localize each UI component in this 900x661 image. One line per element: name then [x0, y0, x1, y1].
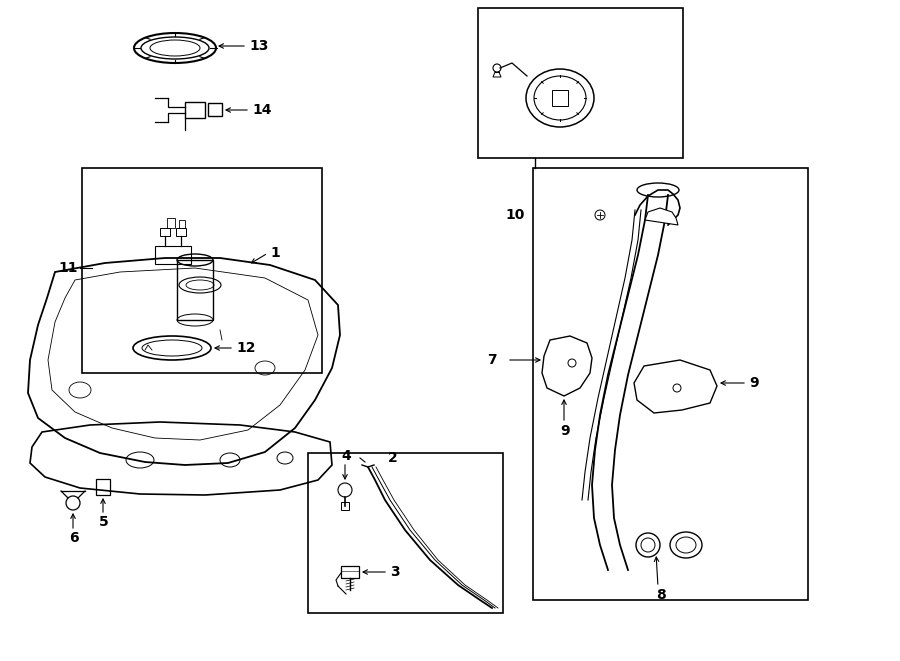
Bar	[533, 168, 808, 600]
Text: 7: 7	[488, 353, 497, 367]
Bar	[177, 260, 213, 320]
Bar	[208, 103, 222, 116]
Bar	[341, 566, 359, 578]
Bar	[160, 228, 170, 236]
Bar	[308, 453, 503, 613]
Text: 2: 2	[388, 451, 398, 465]
Text: 13: 13	[249, 39, 268, 53]
Bar	[155, 246, 191, 264]
Text: 4: 4	[341, 449, 351, 463]
Text: 10: 10	[505, 208, 525, 222]
Text: 11: 11	[58, 261, 77, 275]
Bar	[341, 502, 349, 510]
Text: 5: 5	[99, 515, 109, 529]
Text: 9: 9	[560, 424, 570, 438]
Text: 9: 9	[749, 376, 759, 390]
Bar	[552, 90, 568, 106]
Bar	[167, 218, 175, 228]
Text: 8: 8	[656, 588, 666, 602]
Bar	[185, 102, 205, 118]
Bar	[179, 220, 185, 228]
Bar	[96, 479, 110, 495]
Bar	[176, 228, 186, 236]
Text: 12: 12	[236, 341, 256, 355]
Text: 3: 3	[390, 565, 400, 579]
Bar	[82, 168, 322, 373]
Bar	[478, 8, 683, 158]
Text: 1: 1	[270, 246, 280, 260]
Text: 14: 14	[252, 103, 272, 117]
Polygon shape	[645, 208, 678, 225]
Text: 6: 6	[69, 531, 79, 545]
